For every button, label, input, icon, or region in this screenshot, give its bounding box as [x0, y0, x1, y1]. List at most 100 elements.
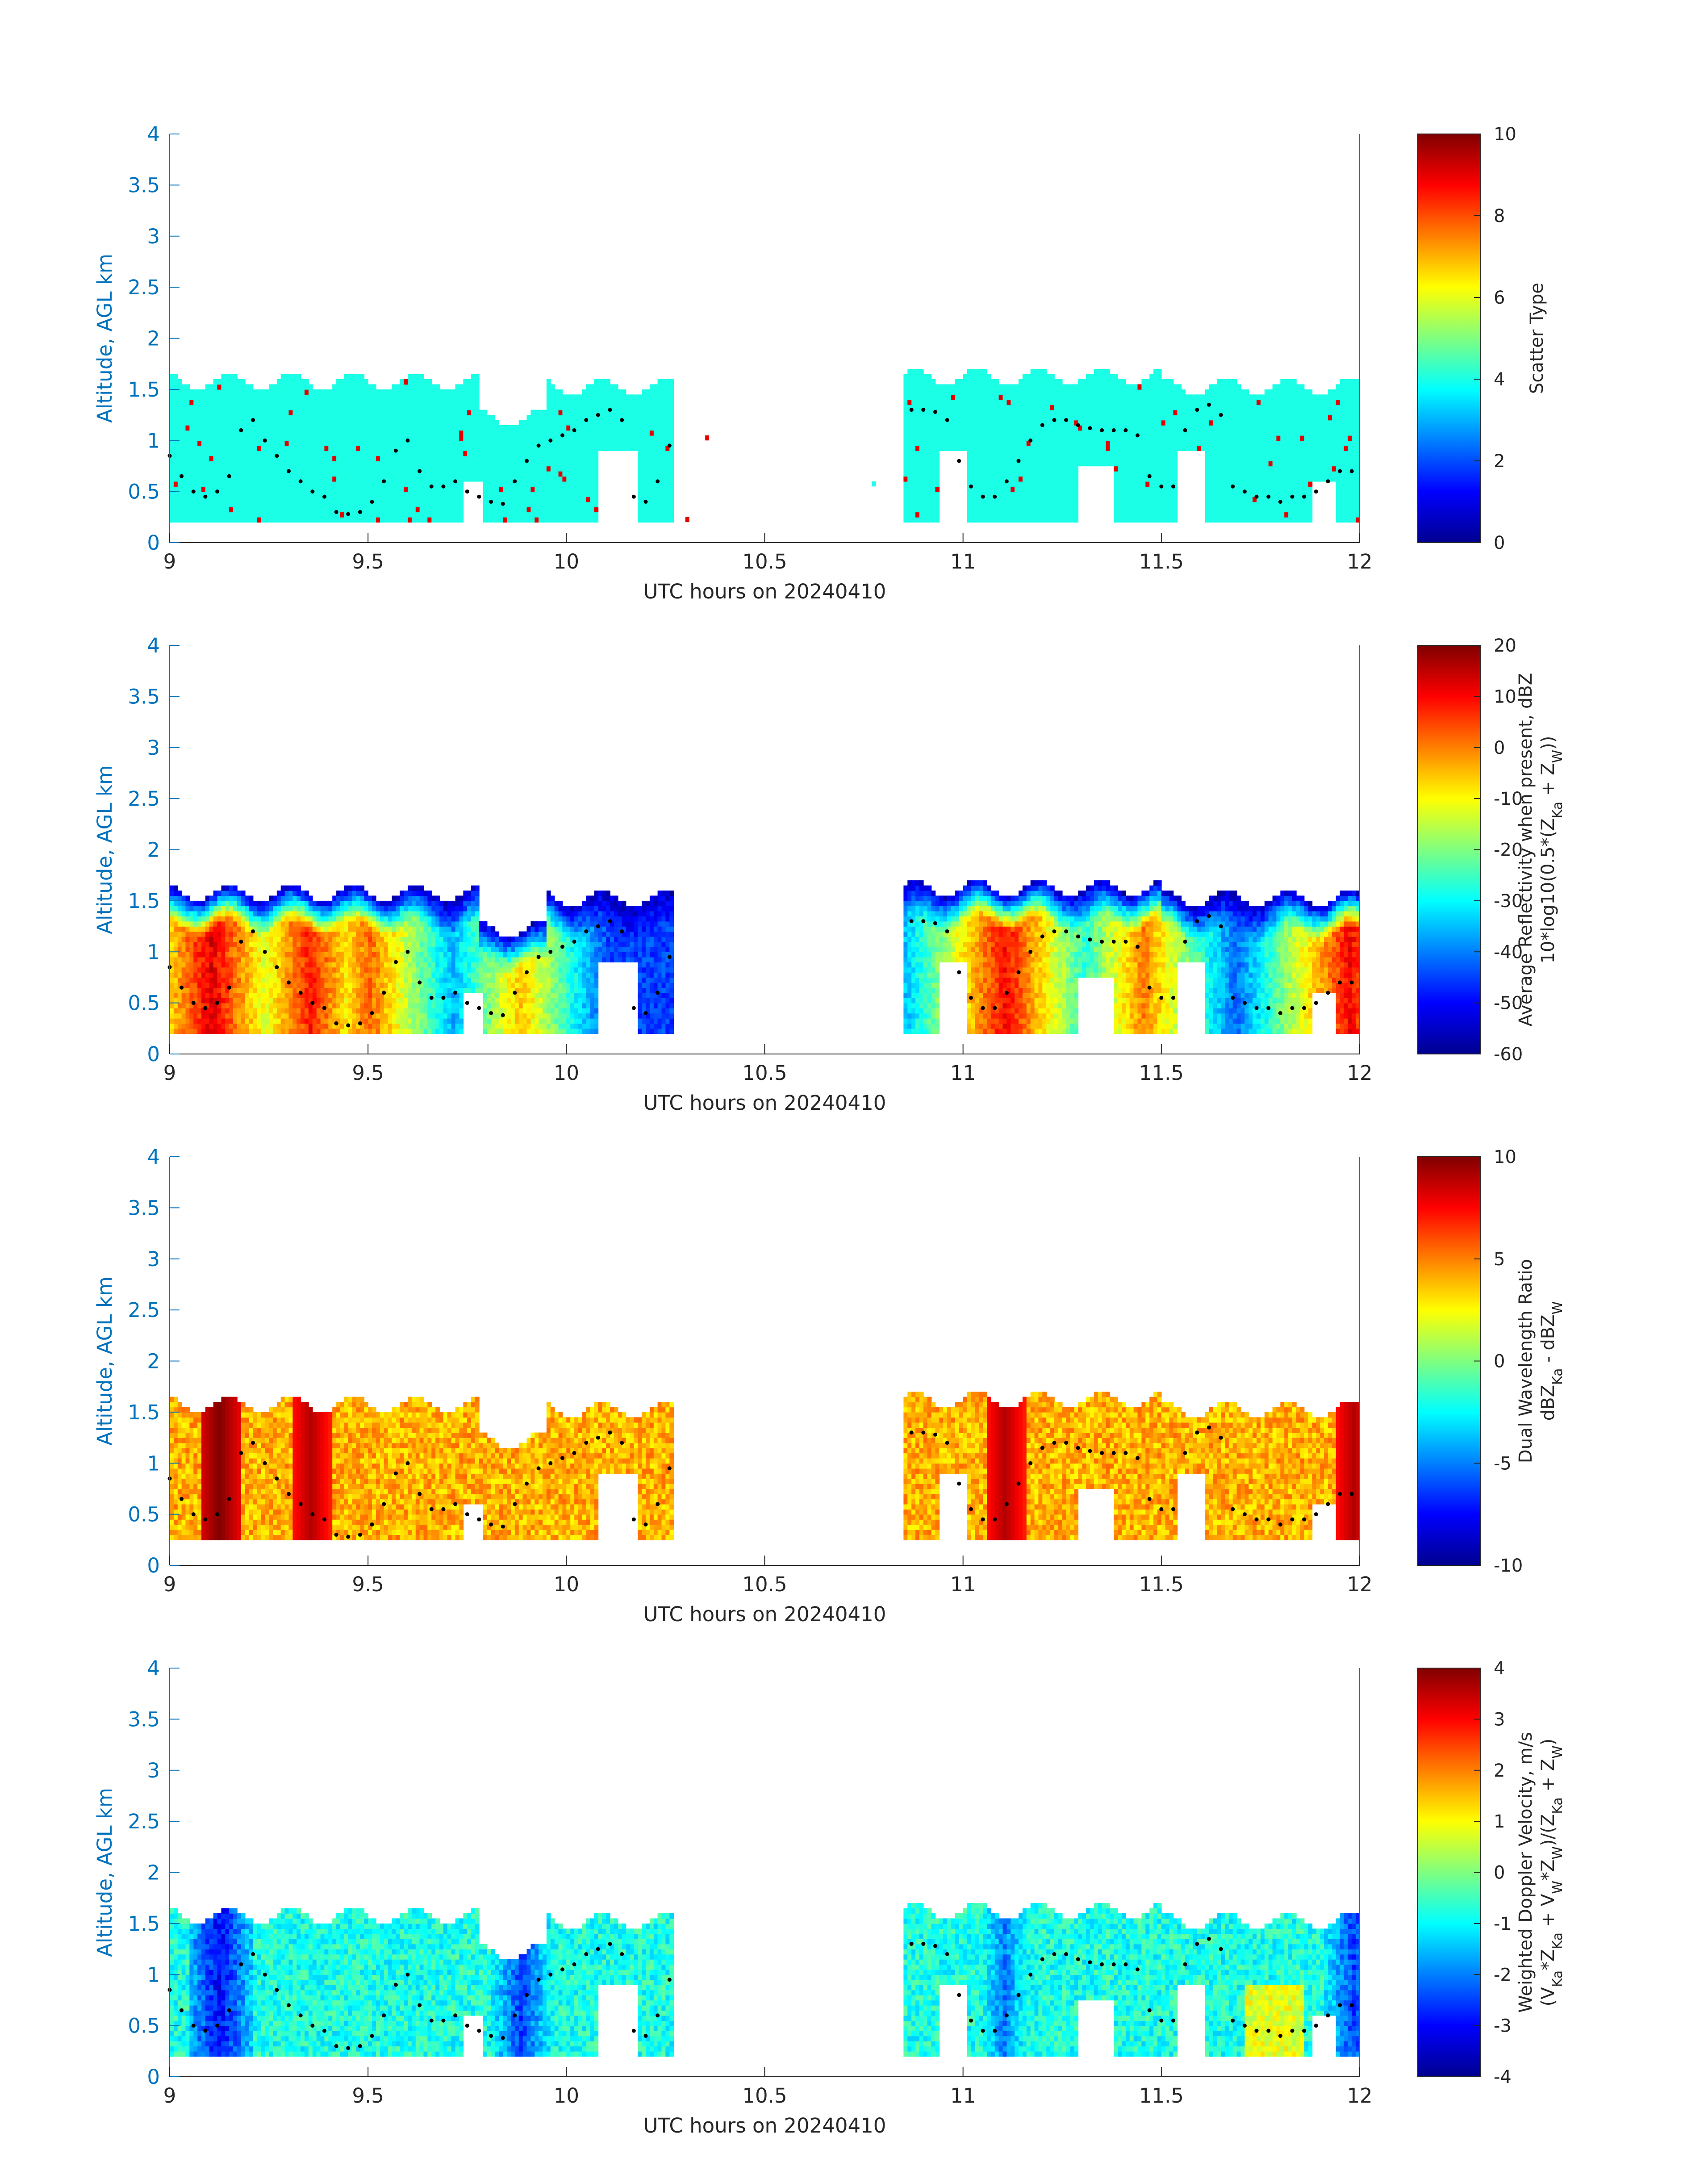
heatmap-cell [447, 486, 452, 492]
heatmap-cell [408, 379, 412, 385]
heatmap-cell [344, 466, 349, 471]
heatmap-cell [530, 420, 535, 426]
heatmap-cell [431, 466, 436, 471]
heatmap-cell [467, 405, 472, 410]
heatmap-cell [356, 374, 361, 380]
heatmap-cell [348, 440, 353, 446]
heatmap-cell [665, 456, 670, 461]
heatmap-cell [332, 420, 337, 426]
heatmap-cell [983, 369, 987, 374]
heatmap-cell [511, 512, 515, 517]
heatmap-cell [1106, 379, 1111, 385]
heatmap-cell [321, 481, 325, 487]
heatmap-cell [396, 456, 400, 461]
heatmap-cell [1042, 440, 1047, 446]
heatmap-cell [324, 430, 329, 435]
heatmap-cell [551, 410, 555, 415]
heatmap-cell [566, 461, 571, 466]
heatmap-cell [1066, 481, 1071, 487]
heatmap-cell [951, 430, 956, 435]
heatmap-cell [301, 446, 305, 451]
heatmap-cell [292, 451, 297, 456]
heatmap-cell [570, 461, 575, 466]
heatmap-cell [539, 481, 543, 487]
heatmap-cell [987, 517, 991, 523]
heatmap-cell [269, 512, 273, 517]
heatmap-cell [590, 400, 595, 405]
heatmap-cell [305, 430, 309, 435]
heatmap-cell [376, 512, 380, 517]
heatmap-cell [1173, 451, 1178, 456]
heatmap-cell [380, 430, 384, 435]
heatmap-cell [1106, 425, 1111, 431]
heatmap-cell [1031, 389, 1035, 395]
heatmap-cell [412, 420, 416, 426]
heatmap-cell [939, 446, 944, 451]
heatmap-cell [368, 440, 372, 446]
heatmap-cell [1130, 425, 1134, 431]
heatmap-cell [903, 379, 908, 385]
heatmap-cell [356, 466, 361, 471]
heatmap-cell [971, 389, 975, 395]
heatmap-cell [424, 476, 428, 481]
heatmap-cell [376, 471, 380, 477]
heatmap-cell [602, 379, 606, 385]
heatmap-cell [257, 461, 261, 466]
heatmap-cell [400, 492, 404, 497]
heatmap-cell [1173, 461, 1178, 466]
heatmap-cell [971, 446, 975, 451]
heatmap-cell [1102, 369, 1107, 374]
heatmap-cell [487, 476, 492, 481]
heatmap-cell [915, 420, 920, 426]
heatmap-cell [499, 481, 503, 487]
heatmap-cell [233, 440, 238, 446]
heatmap-cell [380, 512, 384, 517]
heatmap-cell [336, 425, 341, 431]
heatmap-cell [1106, 415, 1111, 420]
heatmap-cell [983, 512, 987, 517]
heatmap-cell [1003, 466, 1007, 471]
heatmap-cell [1169, 517, 1174, 523]
heatmap-cell [253, 507, 258, 512]
heatmap-cell [1161, 440, 1166, 446]
heatmap-cell [903, 456, 908, 461]
heatmap-cell [515, 456, 519, 461]
heatmap-cell [237, 394, 242, 400]
heatmap-cell [562, 405, 567, 410]
heatmap-cell [384, 512, 388, 517]
heatmap-cell [907, 384, 912, 389]
heatmap-cell [1027, 405, 1031, 410]
heatmap-cell [491, 446, 496, 451]
heatmap-cell [931, 476, 936, 481]
heatmap-cell [1141, 517, 1146, 523]
heatmap-cell [471, 471, 476, 477]
heatmap-cell [987, 389, 991, 395]
heatmap-cell [392, 466, 397, 471]
heatmap-cell [959, 430, 964, 435]
heatmap-cell [1141, 481, 1146, 487]
heatmap-cell [416, 461, 420, 466]
heatmap-cell [221, 451, 226, 456]
heatmap-cell [662, 466, 666, 471]
heatmap-cell [669, 405, 674, 410]
heatmap-cell [658, 389, 662, 395]
heatmap-cell [281, 507, 285, 512]
heatmap-cell [447, 446, 452, 451]
heatmap-cell [654, 456, 658, 461]
heatmap-cell [213, 389, 218, 395]
heatmap-cell [487, 440, 492, 446]
heatmap-cell [987, 379, 991, 385]
heatmap-cell [170, 415, 174, 420]
heatmap-cell [586, 394, 591, 400]
heatmap-cell [178, 466, 182, 471]
heatmap-cell [205, 507, 210, 512]
heatmap-cell [435, 492, 440, 497]
heatmap-cell [186, 405, 190, 410]
heatmap-cell [305, 481, 309, 487]
heatmap-cell [313, 456, 317, 461]
heatmap-cell [967, 415, 972, 420]
heatmap-cell [642, 512, 646, 517]
heatmap-cell [582, 497, 587, 502]
heatmap-cell [931, 440, 936, 446]
heatmap-cell [1023, 425, 1027, 431]
